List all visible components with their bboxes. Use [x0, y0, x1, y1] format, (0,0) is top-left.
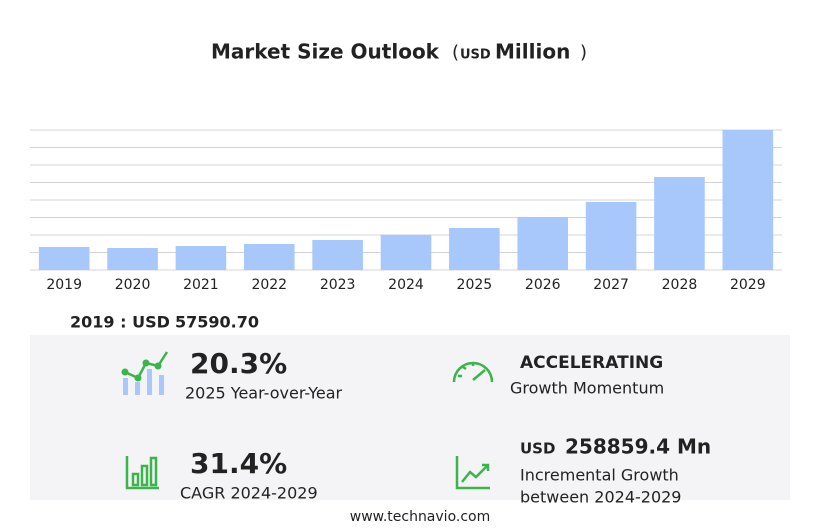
momentum-label: Growth Momentum: [510, 379, 664, 398]
yoy-label: 2025 Year-over-Year: [185, 384, 343, 403]
bar: [107, 248, 158, 270]
unit-close: ): [580, 42, 587, 63]
chart-title: Market Size Outlook: [211, 40, 440, 64]
bar: [380, 234, 432, 270]
x-tick-label: 2021: [183, 277, 219, 293]
bar: [38, 246, 90, 270]
base-year-value: 57590.70: [175, 313, 259, 332]
x-tick-label: 2024: [388, 277, 424, 293]
incremental-label: between 2024-2029: [520, 488, 681, 507]
x-tick-label: 2026: [525, 277, 561, 293]
momentum-value: ACCELERATING: [520, 353, 663, 373]
unit-open: (: [452, 42, 459, 63]
cagr-icon: [125, 456, 159, 490]
base-year-label: 2019 : USD: [70, 313, 170, 332]
bar: [449, 228, 500, 270]
bar: [517, 217, 569, 270]
x-tick-label: 2027: [593, 277, 629, 293]
incremental-icon: [455, 456, 490, 490]
momentum-icon: [452, 361, 494, 383]
cagr-value: 31.4%: [190, 447, 287, 480]
bar: [585, 202, 637, 270]
cagr-label: CAGR 2024-2029: [180, 484, 318, 503]
incremental-value: 258859.4 Mn: [565, 435, 711, 459]
x-tick-label: 2025: [457, 277, 493, 293]
x-tick-label: 2029: [730, 277, 766, 293]
unit-currency: USD: [460, 48, 491, 63]
bar: [175, 246, 227, 270]
x-tick-label: 2020: [115, 277, 151, 293]
bar: [722, 130, 774, 270]
x-tick-label: 2028: [662, 277, 698, 293]
yoy-icon: [121, 351, 169, 395]
bar: [654, 177, 705, 270]
incremental-label: Incremental Growth: [520, 466, 679, 485]
bar: [312, 240, 363, 270]
source: www.technavio.com: [350, 509, 491, 525]
unit-scale: Million: [495, 40, 570, 64]
plot: 2019 2020 2021 2022 2023 2024 2025 2026 2027 2028…: [30, 129, 782, 293]
x-tick-label: 2022: [251, 277, 287, 293]
x-tick-label: 2019: [46, 277, 82, 293]
yoy-value: 20.3%: [190, 347, 287, 380]
bar: [243, 244, 295, 270]
incremental-currency: USD: [520, 440, 555, 458]
x-tick-label: 2023: [320, 277, 356, 293]
